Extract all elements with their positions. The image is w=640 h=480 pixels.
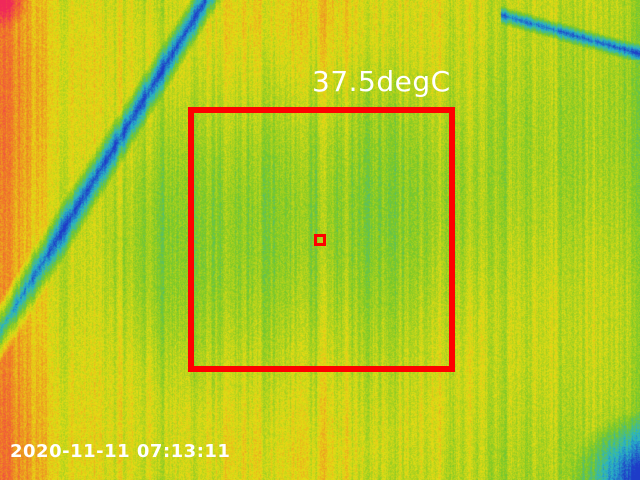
center-spot-marker <box>314 234 326 246</box>
timestamp-label: 2020-11-11 07:13:11 <box>10 441 231 462</box>
temperature-readout: 37.5degC <box>312 65 451 98</box>
measurement-region-box <box>188 107 455 372</box>
